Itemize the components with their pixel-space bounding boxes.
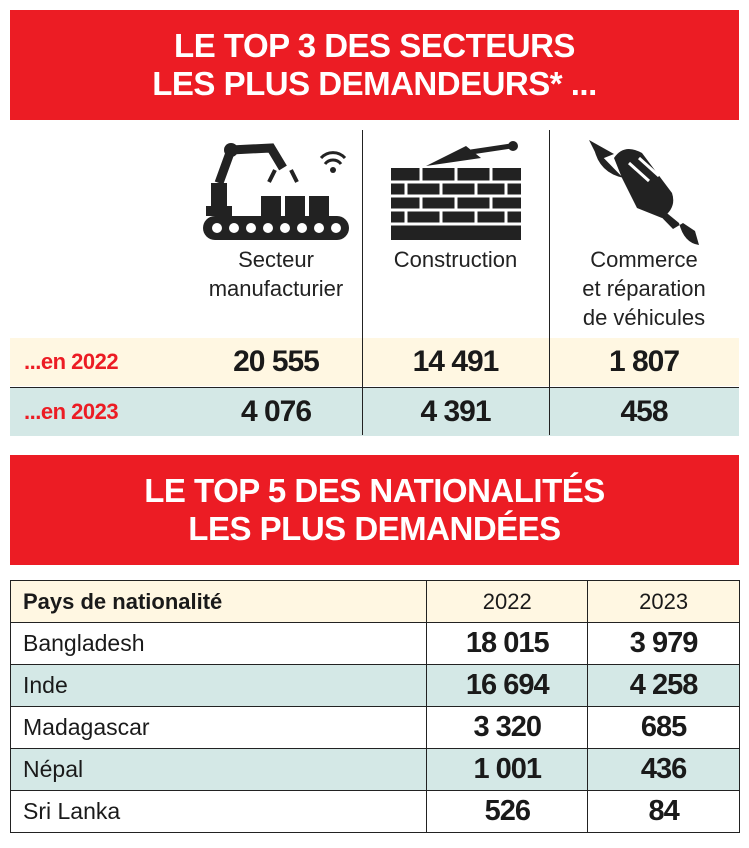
value-2023: 4 258 xyxy=(587,664,740,707)
header-country: Pays de nationalité xyxy=(9,580,428,623)
header-2023: 2023 xyxy=(587,580,740,623)
nationalities-title-banner: LE TOP 5 DES NATIONALITÉS LES PLUS DEMAN… xyxy=(10,455,739,565)
table-row: Madagascar 3 320 685 xyxy=(9,706,740,749)
country: Inde xyxy=(9,664,428,707)
commerce-2023: 458 xyxy=(620,395,668,428)
column-divider xyxy=(549,130,550,435)
sectors-title-line1: LE TOP 3 DES SECTEURS xyxy=(174,27,575,64)
label-line: Commerce xyxy=(590,247,698,272)
column-divider xyxy=(362,130,363,435)
sectors-title-line2: LES PLUS DEMANDEURS* ... xyxy=(152,65,597,102)
sector-manufacturing-label: Secteur manufacturier xyxy=(190,245,362,303)
manufacturing-2022: 20 555 xyxy=(233,345,320,378)
table-row: Népal 1 001 436 xyxy=(9,748,740,791)
label-line: de véhicules xyxy=(582,305,706,330)
value-2023: 3 979 xyxy=(587,622,740,665)
sector-manufacturing: Secteur manufacturier xyxy=(190,130,362,435)
row-2022: ...en 2022 20 555 14 491 1 807 xyxy=(10,338,739,386)
value-2023: 685 xyxy=(587,706,740,749)
value-2022: 3 320 xyxy=(426,706,589,749)
construction-2023: 4 391 xyxy=(420,395,491,428)
sector-commerce: Commerce et réparation de véhicules xyxy=(549,130,739,435)
brick-wall-icon xyxy=(390,141,521,240)
nationalities-title-line1: LE TOP 5 DES NATIONALITÉS xyxy=(144,472,605,509)
row-2023: ...en 2023 4 076 4 391 458 xyxy=(10,387,739,436)
label-line: Secteur xyxy=(238,247,314,272)
value-2023: 436 xyxy=(587,748,740,791)
wrench-fist-icon xyxy=(589,140,699,245)
row-2023-label: ...en 2023 xyxy=(24,399,119,424)
value-2022: 16 694 xyxy=(426,664,589,707)
sector-commerce-label: Commerce et réparation de véhicules xyxy=(549,245,739,332)
construction-2022: 14 491 xyxy=(412,345,500,378)
nationalities-table: Pays de nationalité 2022 2023 Bangladesh… xyxy=(9,580,740,833)
nationalities-title-line2: LES PLUS DEMANDÉES xyxy=(188,510,561,547)
header-2022: 2022 xyxy=(426,580,589,623)
table-row: Inde 16 694 4 258 xyxy=(9,664,740,707)
value-2022: 1 001 xyxy=(426,748,589,791)
value-2022: 18 015 xyxy=(426,622,589,665)
table-header: Pays de nationalité 2022 2023 xyxy=(9,580,740,623)
commerce-2022: 1 807 xyxy=(608,345,680,378)
label-line: Construction xyxy=(393,247,518,272)
value-2023: 84 xyxy=(587,790,740,833)
label-line: et réparation xyxy=(582,276,706,301)
country: Népal xyxy=(9,748,428,791)
value-2022: 526 xyxy=(426,790,589,833)
label-line: manufacturier xyxy=(208,276,344,301)
factory-robot-icon xyxy=(203,143,349,240)
sectors-title-banner: LE TOP 3 DES SECTEURS LES PLUS DEMANDEUR… xyxy=(10,10,739,120)
country: Madagascar xyxy=(9,706,428,749)
sector-construction-label: Construction xyxy=(362,245,549,274)
sector-construction: Construction xyxy=(362,130,549,435)
table-row: Bangladesh 18 015 3 979 xyxy=(9,622,740,665)
row-2022-label: ...en 2022 xyxy=(24,349,119,374)
table-row: Sri Lanka 526 84 xyxy=(9,790,740,833)
country: Sri Lanka xyxy=(9,790,428,833)
manufacturing-2023: 4 076 xyxy=(240,395,312,428)
country: Bangladesh xyxy=(9,622,428,665)
